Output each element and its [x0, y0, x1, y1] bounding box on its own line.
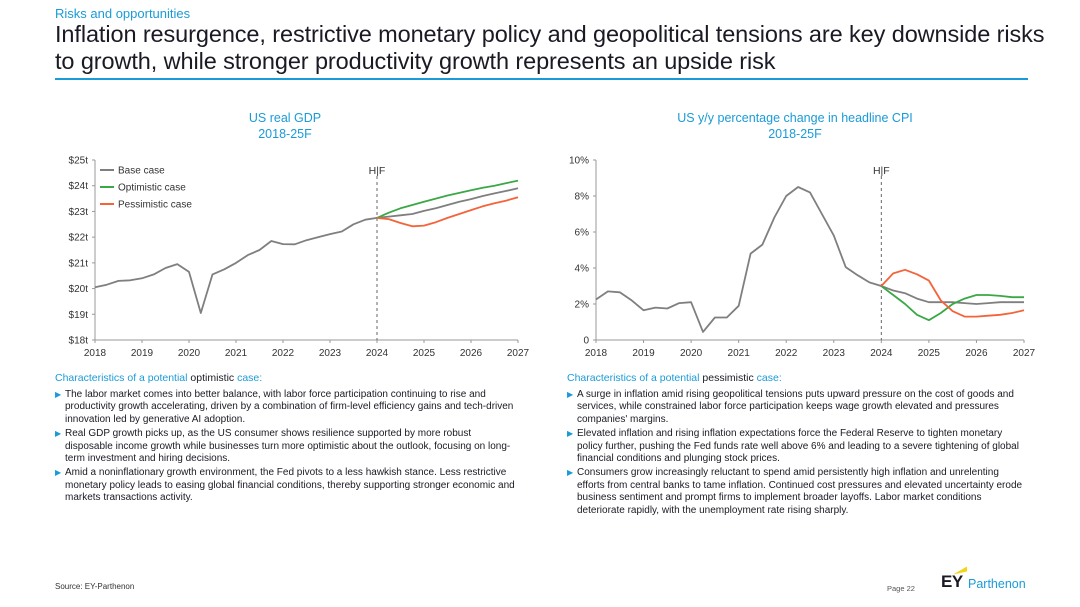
optimistic-heading: Characteristics of a potential optimisti… [55, 372, 520, 384]
list-item: ▶ The labor market comes into better bala… [55, 389, 520, 426]
gdp-x-tick-label: 2027 [507, 348, 530, 359]
cpi-x-tick-label: 2020 [680, 348, 703, 359]
gdp-x-tick-label: 2022 [272, 348, 295, 359]
cpi-x-tick-label: 2023 [823, 348, 846, 359]
list-item: ▶ Consumers grow increasingly reluctant t… [567, 467, 1027, 517]
gdp-chart-subtitle: 2018-25F [258, 127, 312, 141]
pessimistic-heading-post: case: [753, 372, 782, 384]
cpi-hf-label: H|F [873, 165, 890, 177]
cpi-series-line-0 [595, 186, 1024, 333]
ey-parthenon-logo: EY Parthenon [941, 566, 1031, 594]
cpi-y-tick-label: 2% [575, 300, 590, 311]
gdp-y-tick-label: $18t [69, 336, 89, 347]
bullet-triangle-icon: ▶ [567, 429, 574, 439]
bullet-triangle-icon: ▶ [55, 468, 62, 478]
cpi-x-tick-label: 2022 [775, 348, 798, 359]
gdp-series-line-2 [376, 196, 519, 228]
gdp-legend-label: Pessimistic case [118, 200, 192, 211]
cpi-y-tick-label: 0 [583, 336, 589, 347]
gdp-series-line-0 [94, 187, 519, 314]
cpi-chart-title-block: US y/y percentage change in headline CPI… [640, 110, 950, 142]
page-title: Inflation resurgence, restrictive moneta… [55, 21, 1045, 74]
cpi-x-tick-label: 2024 [870, 348, 893, 359]
gdp-y-tick-label: $25t [69, 156, 89, 167]
gdp-x-tick-label: 2025 [413, 348, 436, 359]
bullet-triangle-icon: ▶ [55, 390, 62, 399]
cpi-series-line-1 [880, 285, 1024, 322]
source-note: Source: EY-Parthenon [55, 582, 135, 591]
gdp-x-tick-label: 2021 [225, 348, 248, 359]
list-item: ▶ Amid a noninflationary growth environme… [55, 467, 520, 504]
list-item: ▶ Elevated inflation and rising inflation… [567, 428, 1027, 465]
bullet-text: Elevated inflation and rising inflation … [577, 428, 1019, 465]
gdp-x-tick-label: 2019 [131, 348, 154, 359]
bullet-triangle-icon: ▶ [567, 390, 574, 399]
gdp-y-tick-label: $20t [69, 284, 89, 295]
gdp-series-line-1 [376, 179, 519, 219]
logo-parthenon: Parthenon [968, 577, 1026, 591]
list-item: ▶ A surge in inflation amid rising geopol… [567, 389, 1027, 426]
pessimistic-bullets: ▶ A surge in inflation amid rising geopol… [567, 389, 1027, 517]
gdp-legend-label: Base case [118, 166, 165, 177]
optimistic-panel: Characteristics of a potential optimisti… [55, 372, 520, 507]
pessimistic-heading: Characteristics of a potential pessimist… [567, 372, 1027, 384]
gdp-x-tick-label: 2020 [178, 348, 201, 359]
optimistic-heading-key: optimistic [190, 372, 235, 384]
gdp-legend-label: Optimistic case [118, 183, 186, 194]
cpi-x-tick-label: 2026 [965, 348, 988, 359]
optimistic-heading-post: case: [234, 372, 263, 384]
cpi-x-tick-label: 2025 [918, 348, 941, 359]
cpi-x-tick-label: 2021 [728, 348, 751, 359]
pessimistic-heading-key: pessimistic [702, 372, 754, 384]
gdp-chart-title-block: US real GDP 2018-25F [180, 110, 390, 142]
gdp-y-tick-label: $24t [69, 181, 89, 192]
bullet-text: Amid a noninflationary growth environmen… [65, 467, 515, 504]
gdp-x-tick-label: 2024 [366, 348, 389, 359]
gdp-y-tick-label: $23t [69, 207, 89, 218]
gdp-y-tick-label: $22t [69, 233, 89, 244]
list-item: ▶ Real GDP growth picks up, as the US con… [55, 428, 520, 465]
gdp-y-tick-label: $21t [69, 258, 89, 269]
gdp-x-tick-label: 2026 [460, 348, 483, 359]
pessimistic-heading-pre: Characteristics of a potential [567, 372, 703, 384]
bullet-text: Consumers grow increasingly reluctant to… [577, 467, 1023, 516]
bullet-text: Real GDP growth picks up, as the US cons… [65, 428, 511, 465]
gdp-hf-label: H|F [369, 165, 386, 177]
bullet-text: A surge in inflation amid rising geopoli… [577, 389, 1014, 425]
bullet-triangle-icon: ▶ [55, 429, 62, 439]
cpi-x-tick-label: 2019 [632, 348, 655, 359]
logo-ey: EY [941, 572, 963, 591]
cpi-chart-subtitle: 2018-25F [768, 127, 822, 141]
cpi-chart-title: US y/y percentage change in headline CPI [677, 111, 913, 125]
gdp-x-tick-label: 2023 [319, 348, 342, 359]
title-rule [55, 78, 1028, 80]
gdp-x-tick-label: 2018 [84, 348, 107, 359]
pessimistic-panel: Characteristics of a potential pessimist… [567, 372, 1027, 519]
section-kicker: Risks and opportunities [55, 6, 191, 21]
optimistic-heading-pre: Characteristics of a potential [55, 372, 191, 384]
cpi-x-tick-label: 2027 [1013, 348, 1036, 359]
page-number: Page 22 [887, 584, 915, 593]
bullet-text: The labor market comes into better balan… [65, 389, 514, 425]
optimistic-bullets: ▶ The labor market comes into better bala… [55, 389, 520, 505]
gdp-y-tick-label: $19t [69, 310, 89, 321]
cpi-y-tick-label: 8% [575, 192, 590, 203]
bullet-triangle-icon: ▶ [567, 468, 574, 478]
cpi-y-tick-label: 4% [575, 264, 590, 275]
cpi-series-line-2 [880, 268, 1025, 318]
cpi-y-tick-label: 10% [569, 156, 589, 167]
cpi-x-tick-label: 2018 [585, 348, 608, 359]
cpi-y-tick-label: 6% [575, 228, 590, 239]
gdp-chart-title: US real GDP [248, 111, 322, 125]
